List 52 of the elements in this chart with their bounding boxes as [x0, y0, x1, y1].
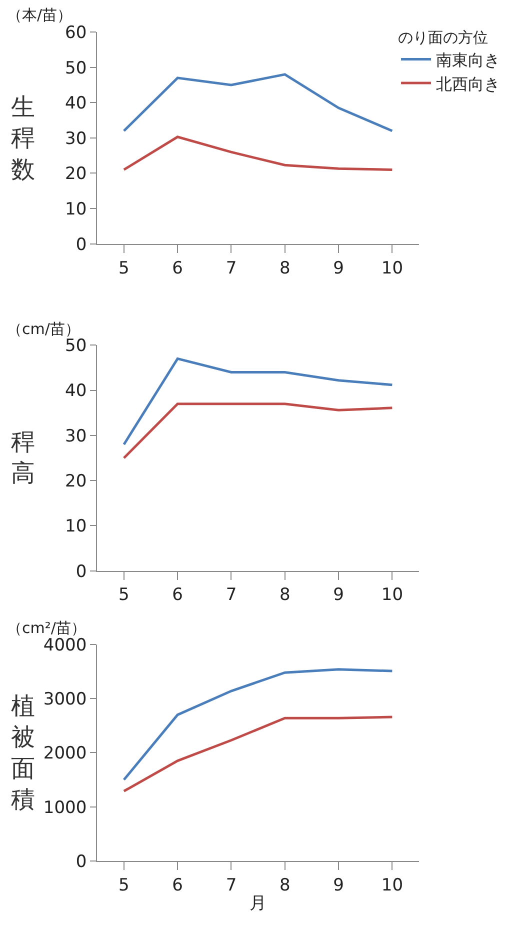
x-tick-label: 8	[279, 258, 290, 278]
x-tick-label: 9	[333, 875, 344, 896]
y-tick-label: 50	[65, 58, 87, 78]
text: （本/苗）	[7, 6, 72, 24]
y-axis-title: 稈高	[11, 428, 35, 488]
x-tick-label: 7	[226, 258, 237, 278]
legend-label: 南東向き	[436, 50, 500, 70]
y-tick-label: 30	[65, 128, 87, 149]
x-tick-label: 7	[226, 875, 237, 896]
x-tick-label: 10	[381, 875, 404, 896]
line-series	[122, 357, 394, 446]
y-tick-label: 60	[65, 22, 87, 43]
y-tick-label: 3000	[43, 690, 87, 710]
line-series	[122, 136, 394, 171]
line-series	[122, 668, 394, 782]
y-tick-label: 0	[76, 234, 87, 255]
x-tick-label: 5	[118, 875, 130, 896]
text: （cm²/苗）	[7, 619, 86, 637]
y-axis-title: 生稈数	[11, 93, 35, 184]
y-tick-label: 0	[76, 852, 87, 872]
line-series	[122, 73, 394, 132]
x-tick-label: 9	[333, 585, 344, 606]
x-tick-label: 10	[381, 258, 404, 278]
x-tick-label: 6	[172, 258, 183, 278]
y-tick-label: 20	[65, 472, 87, 492]
y-tick-label: 0	[76, 562, 87, 582]
y-tick-label: 10	[65, 516, 87, 537]
x-tick-label: 6	[172, 875, 183, 896]
y-tick-label: 4000	[43, 635, 87, 656]
x-tick-label: 8	[279, 875, 290, 896]
y-tick-label: 20	[65, 164, 87, 184]
y-tick-label: 30	[65, 426, 87, 446]
y-tick-label: 10	[65, 199, 87, 220]
y-tick-label: 50	[65, 336, 87, 356]
x-tick-label: 10	[381, 585, 404, 606]
line-series	[122, 716, 394, 792]
legend-title: のり面の方位	[398, 28, 488, 46]
x-tick-label: 5	[118, 258, 130, 278]
x-tick-label: 7	[226, 585, 237, 606]
x-tick-label: 8	[279, 585, 290, 606]
legend-label: 北西向き	[436, 74, 500, 94]
y-axis-title: 植被面積	[11, 692, 35, 814]
text: （cm/苗）	[7, 320, 80, 338]
y-tick-label: 1000	[43, 798, 87, 818]
line-series	[122, 402, 394, 460]
y-tick-label: 40	[65, 94, 87, 114]
x-axis-title: 月	[250, 894, 267, 914]
x-tick-label: 6	[172, 585, 183, 606]
x-tick-label: 9	[333, 258, 344, 278]
y-tick-label: 40	[65, 381, 87, 402]
y-tick-label: 2000	[43, 744, 87, 764]
x-tick-label: 5	[118, 585, 130, 606]
